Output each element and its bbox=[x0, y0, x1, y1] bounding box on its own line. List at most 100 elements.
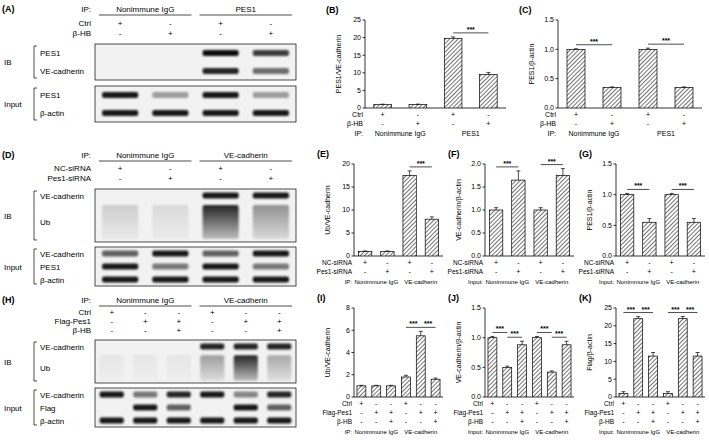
condition-sign: - bbox=[169, 19, 172, 28]
y-tick-label: 1.5 bbox=[471, 183, 481, 190]
condition-sign: - bbox=[487, 111, 490, 118]
condition-sign: - bbox=[521, 400, 524, 407]
band bbox=[100, 418, 124, 424]
section-name: IB bbox=[4, 358, 12, 367]
band bbox=[253, 251, 289, 257]
condition-sign: - bbox=[360, 418, 363, 425]
bar bbox=[643, 222, 656, 256]
condition-sign: - bbox=[652, 400, 655, 407]
y-tick bbox=[363, 108, 366, 109]
condition-name: Flag-Pes1 bbox=[322, 409, 352, 417]
section-bracket bbox=[34, 249, 37, 284]
significance-label: *** bbox=[503, 160, 511, 167]
condition-name: β-HB bbox=[599, 418, 614, 426]
band bbox=[267, 392, 291, 398]
condition-sign: + bbox=[168, 174, 173, 183]
condition-sign: + bbox=[381, 111, 385, 118]
row-name: PES1 bbox=[40, 91, 61, 100]
condition-sign: - bbox=[244, 326, 247, 335]
y-axis-label: Ub/VE-cadherin bbox=[324, 185, 331, 235]
condition-sign: + bbox=[218, 164, 223, 173]
condition-sign: - bbox=[667, 409, 670, 416]
significance-label: *** bbox=[662, 37, 670, 44]
condition-sign: + bbox=[243, 317, 248, 326]
condition-sign: + bbox=[210, 308, 215, 317]
section-bracket bbox=[34, 342, 37, 381]
bar bbox=[403, 176, 416, 257]
condition-sign: - bbox=[670, 268, 673, 275]
marks bbox=[488, 336, 571, 397]
condition-sign: + bbox=[574, 111, 578, 118]
bar bbox=[357, 386, 366, 397]
y-tick bbox=[483, 256, 486, 257]
condition-sign: + bbox=[118, 19, 123, 28]
band bbox=[100, 355, 124, 381]
condition-sign: + bbox=[416, 120, 420, 127]
group-label: Nonimmune IgG bbox=[485, 279, 529, 285]
group-label: Nonimmune IgG bbox=[354, 429, 398, 435]
y-tick bbox=[363, 72, 366, 73]
y-tick-label: 4 bbox=[346, 349, 350, 356]
y-tick bbox=[363, 37, 366, 38]
bar bbox=[663, 393, 672, 397]
y-tick bbox=[352, 210, 355, 211]
condition-name: Pes1-siRNA bbox=[317, 268, 353, 275]
y-tick bbox=[352, 352, 355, 353]
condition-sign: + bbox=[505, 409, 509, 416]
ip-label: IP: bbox=[81, 151, 91, 160]
y-tick-label: 0.5 bbox=[471, 229, 481, 236]
condition-sign: - bbox=[622, 418, 625, 425]
condition-sign: - bbox=[144, 308, 147, 317]
band bbox=[152, 277, 188, 283]
marks bbox=[374, 37, 497, 108]
y-tick-label: 15 bbox=[604, 340, 612, 347]
error-bar bbox=[610, 86, 614, 88]
bar bbox=[372, 386, 381, 397]
condition-sign: + bbox=[535, 400, 539, 407]
bar bbox=[381, 251, 394, 256]
band bbox=[267, 355, 291, 381]
band bbox=[102, 251, 138, 257]
condition-sign: + bbox=[636, 409, 640, 416]
band bbox=[203, 251, 239, 257]
error-bar bbox=[451, 37, 455, 38]
condition-sign: + bbox=[682, 120, 686, 127]
condition-sign: - bbox=[622, 409, 625, 416]
condition-sign: + bbox=[561, 268, 565, 275]
error-bar bbox=[647, 219, 651, 223]
condition-sign: + bbox=[651, 418, 655, 425]
condition-sign: - bbox=[696, 400, 699, 407]
condition-sign: - bbox=[575, 120, 578, 127]
bar bbox=[374, 104, 392, 108]
section-name: Input bbox=[4, 100, 23, 109]
row-name: β-actin bbox=[40, 417, 64, 426]
band bbox=[253, 264, 289, 270]
condition-sign: - bbox=[211, 317, 214, 326]
condition-sign: - bbox=[110, 326, 113, 335]
condition-sign: - bbox=[211, 326, 214, 335]
condition-sign: - bbox=[626, 268, 629, 275]
band bbox=[234, 344, 258, 350]
condition-sign: - bbox=[431, 259, 434, 266]
bar bbox=[693, 356, 702, 397]
panel-label: (D) bbox=[2, 150, 15, 160]
error-bar bbox=[636, 317, 640, 319]
band bbox=[133, 405, 157, 411]
condition-sign: - bbox=[144, 326, 147, 335]
condition-sign: - bbox=[219, 174, 222, 183]
condition-name: Ctrl bbox=[473, 400, 484, 407]
y-tick-label: 10 bbox=[604, 358, 612, 365]
y-tick-label: 1.0 bbox=[602, 191, 612, 198]
condition-sign: + bbox=[621, 400, 625, 407]
group-label: Nonimmune IgG bbox=[354, 279, 398, 285]
condition-sign: - bbox=[405, 418, 408, 425]
condition-name: Pes1-siRNA bbox=[579, 268, 615, 275]
group-label: Nonimmune IgG bbox=[616, 279, 660, 285]
condition-sign: - bbox=[375, 400, 378, 407]
error-bar bbox=[430, 217, 434, 219]
group-label: VE-cadherin bbox=[666, 279, 699, 285]
band bbox=[167, 355, 191, 381]
condition-sign: + bbox=[176, 326, 181, 335]
band bbox=[234, 418, 258, 424]
panel-label: (B) bbox=[326, 5, 339, 15]
